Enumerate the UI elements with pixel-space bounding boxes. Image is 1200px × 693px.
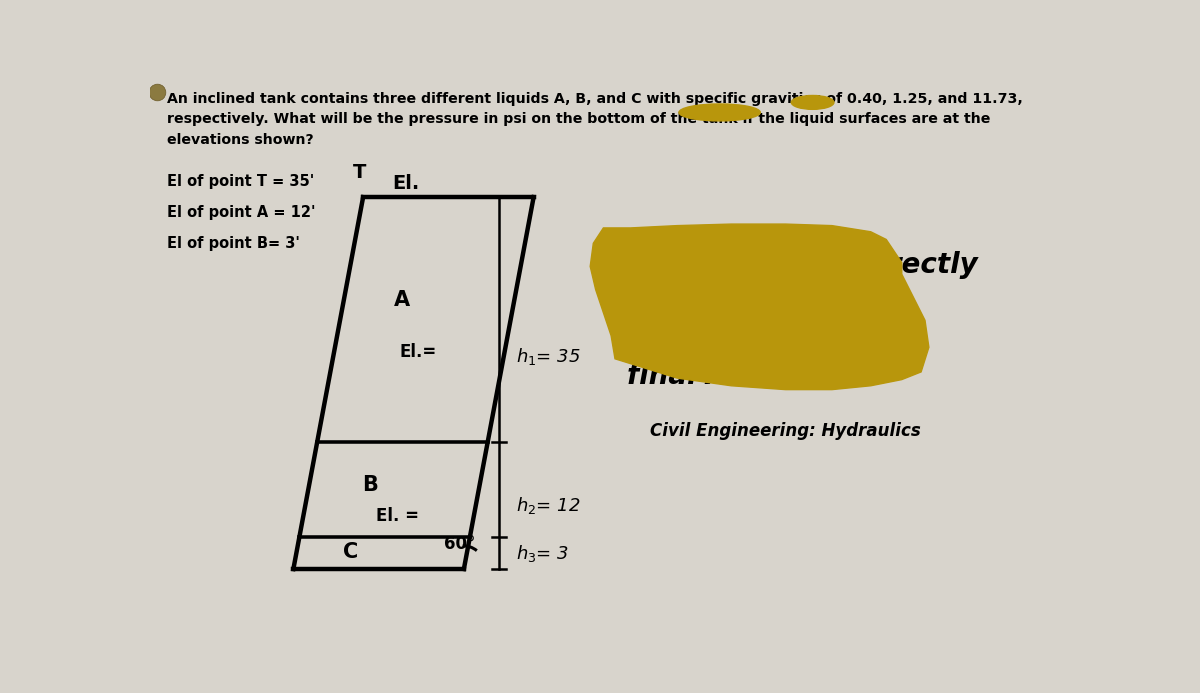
Text: Civil Engineering: Hydraulics: Civil Engineering: Hydraulics [650,422,920,440]
Text: $h_2$= 12: $h_2$= 12 [516,495,581,516]
Text: El.=: El.= [400,342,437,360]
Text: El of point A = 12': El of point A = 12' [167,205,316,220]
Text: B: B [362,475,378,495]
Text: El. =: El. = [376,507,419,525]
Text: final Answers.: final Answers. [626,362,848,390]
Ellipse shape [791,96,834,109]
Text: An inclined tank contains three different liquids A, B, and C with specific grav: An inclined tank contains three differen… [167,91,1022,105]
Text: elevations shown?: elevations shown? [167,133,313,147]
Text: $h_1$= 35: $h_1$= 35 [516,346,581,367]
Text: C: C [343,541,359,561]
Text: respectively. What will be the pressure in psi on the bottom of the tank if the : respectively. What will be the pressure … [167,112,990,126]
Text: 60°: 60° [444,536,475,554]
Text: and double check: and double check [626,306,901,335]
Text: El of point T = 35': El of point T = 35' [167,174,314,189]
Polygon shape [590,224,929,389]
Text: Please Solve Correctly: Please Solve Correctly [626,251,977,279]
Text: $h_3$= 3: $h_3$= 3 [516,543,569,563]
Text: A: A [394,290,410,310]
Ellipse shape [679,104,761,121]
Text: T: T [353,163,366,182]
Text: El of point B= 3': El of point B= 3' [167,236,300,251]
Text: El.: El. [392,174,419,193]
